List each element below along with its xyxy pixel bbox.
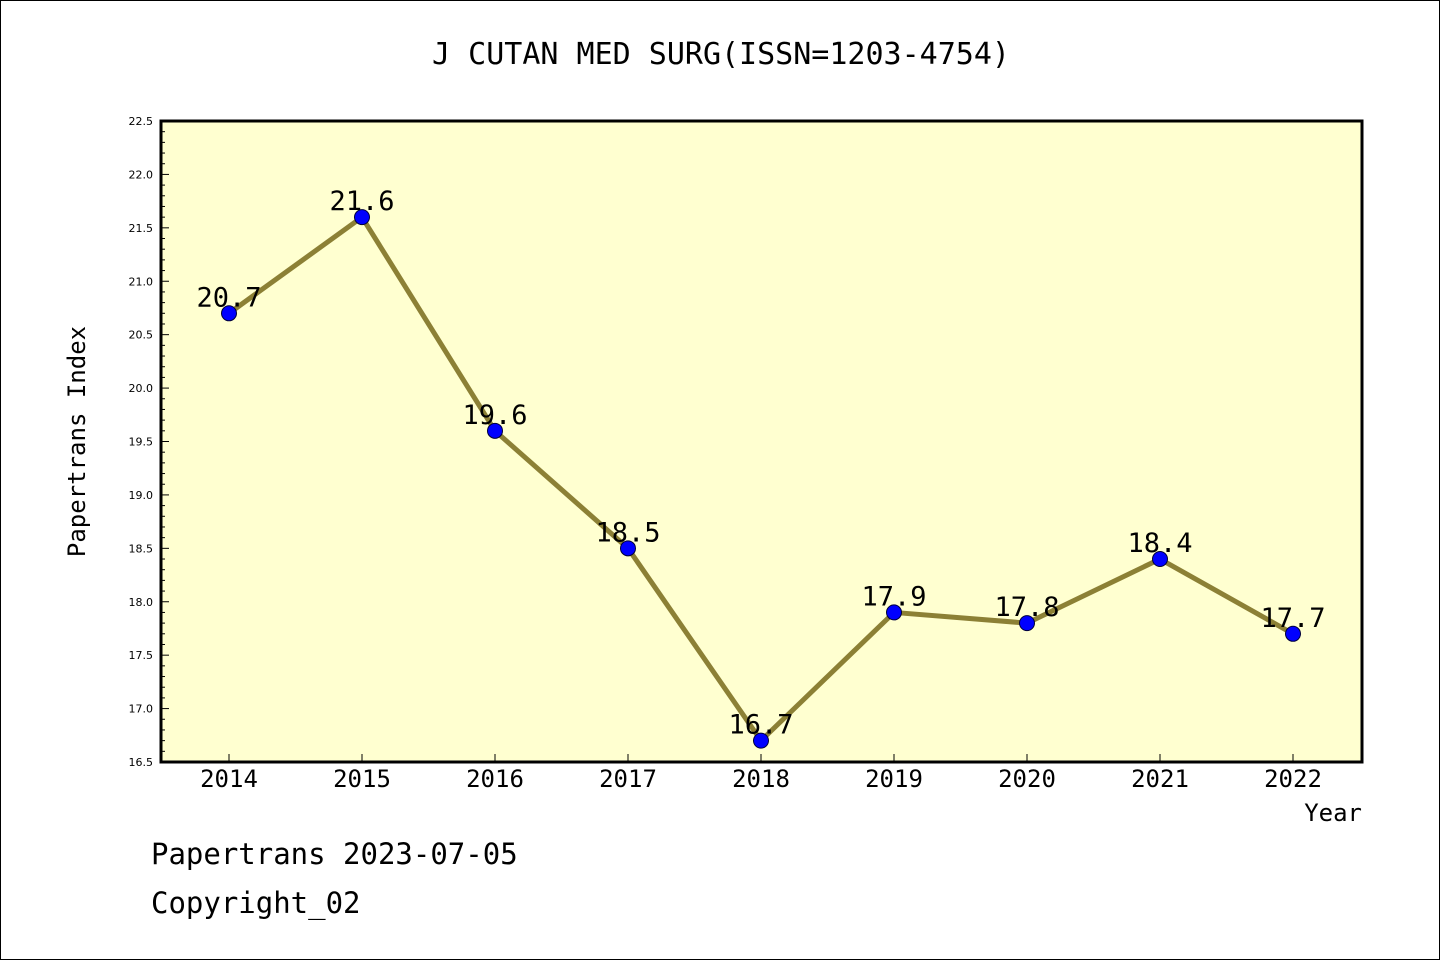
data-label: 18.5 — [595, 517, 660, 548]
plot-border — [159, 119, 1364, 764]
y-tick-label: 22.0 — [129, 168, 154, 181]
y-tick-label: 21.5 — [129, 222, 154, 235]
data-label: 19.6 — [462, 400, 527, 431]
x-tick-label: 2014 — [200, 765, 258, 793]
x-tick-label: 2017 — [599, 765, 657, 793]
plot-area — [161, 121, 1362, 762]
data-point — [487, 422, 503, 439]
y-tick-label: 19.0 — [129, 489, 154, 502]
data-label: 20.7 — [196, 282, 261, 313]
x-tick-label: 2019 — [865, 765, 923, 793]
data-point — [886, 604, 902, 621]
chart-title: J CUTAN MED SURG(ISSN=1203-4754) — [432, 37, 1010, 72]
data-label: 18.4 — [1127, 528, 1192, 559]
x-tick-label: 2022 — [1264, 765, 1322, 793]
x-axis-label: Year — [1304, 799, 1362, 827]
y-tick-label: 22.5 — [129, 115, 154, 128]
data-point — [1285, 625, 1301, 642]
data-point — [753, 732, 769, 749]
y-tick-label: 16.5 — [129, 756, 154, 769]
data-point — [1152, 551, 1168, 568]
y-tick-label: 20.5 — [129, 329, 154, 342]
y-tick-label: 17.5 — [129, 649, 154, 662]
y-tick-label: 18.0 — [129, 596, 154, 609]
footer-date-line: Papertrans 2023-07-05 — [151, 837, 518, 871]
y-tick-label: 19.5 — [129, 436, 154, 449]
data-point — [354, 209, 370, 226]
data-label: 21.6 — [329, 186, 394, 217]
y-tick-label: 17.0 — [129, 703, 154, 716]
data-label: 17.8 — [994, 592, 1059, 623]
x-tick-label: 2015 — [333, 765, 391, 793]
footer-copyright-line: Copyright_02 — [151, 886, 361, 920]
y-tick-label: 21.0 — [129, 275, 154, 288]
data-point — [1019, 615, 1035, 632]
data-label: 17.7 — [1260, 603, 1325, 634]
x-tick-label: 2020 — [998, 765, 1056, 793]
x-tick-label: 2016 — [466, 765, 524, 793]
y-axis-label: Papertrans Index — [63, 326, 91, 557]
x-tick-label: 2018 — [732, 765, 790, 793]
data-point — [221, 305, 237, 322]
x-tick-label: 2021 — [1131, 765, 1189, 793]
data-label: 16.7 — [728, 710, 793, 741]
data-point — [620, 540, 636, 557]
y-tick-label: 18.5 — [129, 542, 154, 555]
data-label: 17.9 — [861, 581, 926, 612]
y-tick-label: 20.0 — [129, 382, 154, 395]
